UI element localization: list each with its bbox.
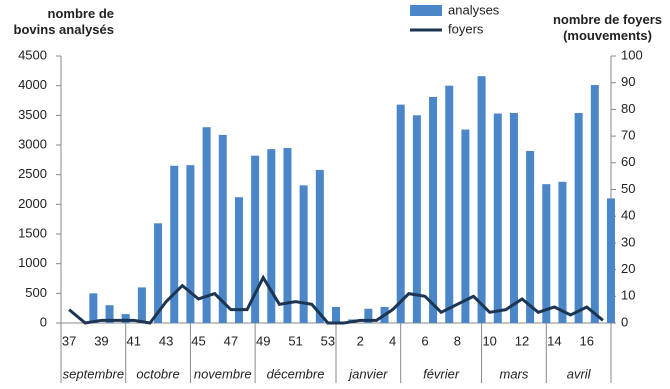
- x-tick-label: 43: [159, 333, 173, 348]
- month-label: mars: [499, 366, 528, 381]
- x-tick-label: 39: [94, 333, 108, 348]
- y2-tick-label: 50: [621, 181, 635, 196]
- month-label: novembre: [194, 366, 252, 381]
- legend-swatch: [410, 5, 442, 16]
- bar: [105, 305, 114, 323]
- y-tick-label: 2500: [18, 166, 47, 181]
- y2-tick-label: 70: [621, 128, 635, 143]
- x-tick-label: 45: [191, 333, 205, 348]
- bar: [607, 198, 615, 323]
- bar: [315, 169, 324, 323]
- month-label: octobre: [136, 366, 179, 381]
- x-tick-label: 14: [547, 333, 561, 348]
- bar: [332, 306, 340, 323]
- y2-axis-title: nombre de foyers (mouvements): [552, 12, 663, 43]
- bar: [590, 85, 599, 323]
- y2-tick-label: 80: [621, 101, 635, 116]
- y2-tick-label: 20: [621, 261, 635, 276]
- bar: [154, 223, 163, 323]
- x-tick-label: 49: [256, 333, 270, 348]
- x-tick-label: 8: [454, 333, 461, 348]
- y2-tick-label: 10: [621, 288, 635, 303]
- x-tick-label: 47: [224, 333, 238, 348]
- y-tick-label: 2000: [18, 196, 47, 211]
- bar: [526, 150, 535, 323]
- bar: [170, 165, 179, 323]
- bar: [574, 112, 583, 324]
- x-tick-label: 12: [515, 333, 529, 348]
- x-tick-label: 41: [127, 333, 141, 348]
- bar: [89, 293, 98, 323]
- bar: [445, 85, 454, 324]
- bar: [477, 76, 486, 323]
- legend-label: foyers: [448, 21, 484, 36]
- bar: [267, 149, 276, 323]
- x-tick-label: 10: [482, 333, 496, 348]
- y-tick-label: 4000: [18, 77, 47, 92]
- y2-tick-label: 60: [621, 154, 635, 169]
- month-label: février: [423, 366, 460, 381]
- y-tick-label: 0: [40, 314, 47, 329]
- line: [68, 274, 604, 325]
- bar: [121, 314, 130, 323]
- bar: [202, 127, 211, 323]
- month-label: septembre: [63, 366, 124, 381]
- bar: [251, 155, 260, 323]
- bar: [234, 197, 243, 323]
- x-tick-label: 2: [357, 333, 364, 348]
- y2-tick-label: 0: [621, 314, 628, 329]
- month-label: avril: [567, 366, 592, 381]
- y-tick-label: 4500: [18, 47, 47, 62]
- bar: [186, 165, 195, 323]
- x-tick-label: 6: [421, 333, 428, 348]
- bar: [283, 147, 292, 323]
- y2-tick-label: 100: [621, 47, 643, 62]
- y-tick-label: 3500: [18, 107, 47, 122]
- bar: [493, 113, 502, 323]
- bar: [558, 181, 567, 323]
- bar: [364, 308, 373, 323]
- month-label: décembre: [267, 366, 325, 381]
- bar: [218, 134, 227, 323]
- y2-tick-label: 90: [621, 74, 635, 89]
- bar: [412, 115, 421, 323]
- y-tick-label: 3000: [18, 136, 47, 151]
- x-tick-label: 37: [62, 333, 76, 348]
- x-tick-label: 53: [321, 333, 335, 348]
- y-tick-label: 1500: [18, 225, 47, 240]
- x-tick-label: 16: [580, 333, 594, 348]
- legend-label: analyses: [448, 2, 500, 17]
- y-tick-label: 500: [25, 285, 47, 300]
- bar: [396, 104, 405, 323]
- x-tick-label: 51: [288, 333, 302, 348]
- x-tick-label: 4: [389, 333, 396, 348]
- bar: [299, 185, 308, 323]
- bar: [509, 112, 518, 324]
- bar: [461, 129, 470, 323]
- y-axis-title: nombre de bovins analysés: [13, 6, 114, 37]
- bar: [137, 287, 146, 323]
- month-label: janvier: [347, 366, 388, 381]
- bar: [542, 184, 551, 323]
- y-tick-label: 1000: [18, 255, 47, 270]
- bar: [429, 96, 438, 323]
- y2-tick-label: 40: [621, 208, 635, 223]
- y2-tick-label: 30: [621, 234, 635, 249]
